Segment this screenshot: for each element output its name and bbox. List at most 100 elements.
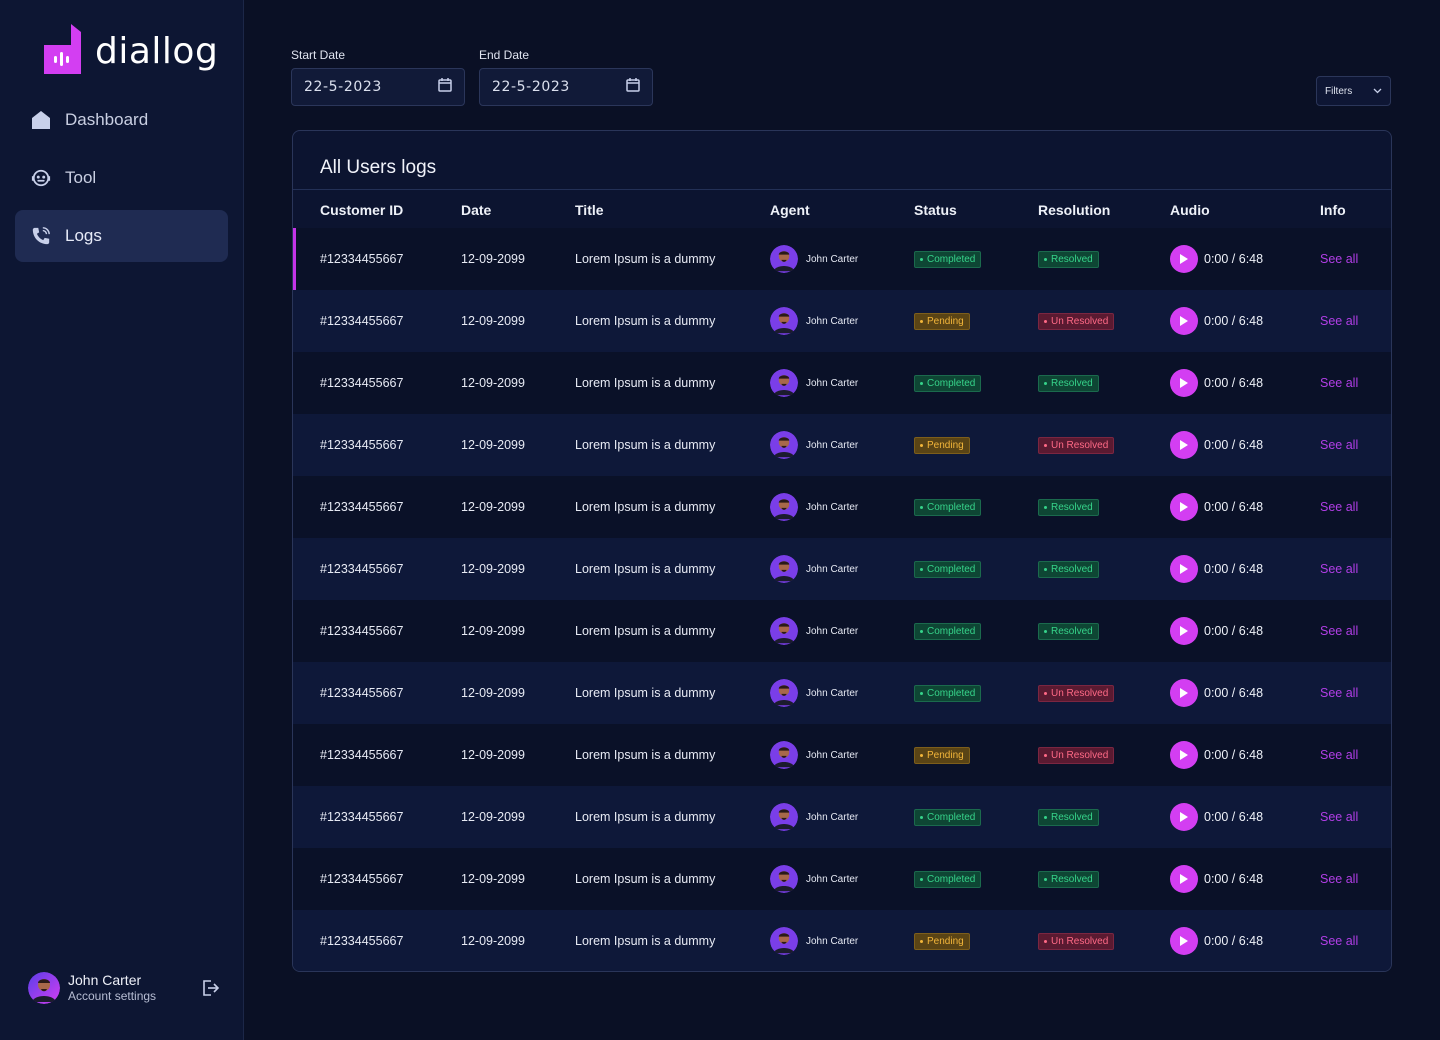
status-badge: Completed: [914, 561, 982, 578]
account-box[interactable]: John Carter Account settings: [28, 972, 220, 1004]
see-all-link[interactable]: See all: [1320, 872, 1359, 886]
customer-id: #12334455667: [320, 562, 404, 576]
table-row[interactable]: #12334455667 12-09-2099 Lorem Ipsum is a…: [293, 352, 1391, 414]
play-button[interactable]: [1170, 431, 1198, 459]
play-icon: [1180, 688, 1188, 698]
resolution-badge: Resolved: [1038, 623, 1099, 640]
log-title: Lorem Ipsum is a dummy: [575, 314, 716, 328]
play-button[interactable]: [1170, 679, 1198, 707]
robot-icon: [31, 168, 51, 188]
customer-id: #12334455667: [320, 500, 404, 514]
agent-name: John Carter: [806, 873, 859, 885]
column-header[interactable]: Audio: [1170, 201, 1210, 218]
table-row[interactable]: #12334455667 12-09-2099 Lorem Ipsum is a…: [293, 228, 1391, 290]
column-header[interactable]: Customer ID: [320, 201, 404, 218]
audio-time: 0:00 / 6:48: [1204, 314, 1264, 328]
audio-time: 0:00 / 6:48: [1204, 810, 1264, 824]
column-header[interactable]: Date: [461, 201, 492, 218]
sidebar-item-dashboard[interactable]: Dashboard: [15, 94, 228, 146]
end-date-input[interactable]: 22-5-2023: [479, 68, 653, 106]
brand-logo[interactable]: diallog: [44, 24, 218, 74]
log-title: Lorem Ipsum is a dummy: [575, 376, 716, 390]
see-all-link[interactable]: See all: [1320, 748, 1359, 762]
avatar: [770, 927, 798, 955]
log-title: Lorem Ipsum is a dummy: [575, 438, 716, 452]
play-button[interactable]: [1170, 865, 1198, 893]
see-all-link[interactable]: See all: [1320, 810, 1359, 824]
see-all-link[interactable]: See all: [1320, 500, 1359, 514]
home-icon: [31, 110, 51, 130]
play-button[interactable]: [1170, 555, 1198, 583]
resolution-badge: Un Resolved: [1038, 313, 1115, 330]
play-button[interactable]: [1170, 617, 1198, 645]
see-all-link[interactable]: See all: [1320, 252, 1359, 266]
agent-cell: John Carter: [770, 617, 858, 645]
play-button[interactable]: [1170, 741, 1198, 769]
see-all-link[interactable]: See all: [1320, 438, 1359, 452]
sidebar-item-logs[interactable]: Logs: [15, 210, 228, 262]
calendar-icon[interactable]: [626, 77, 640, 97]
end-date-group: End Date 22-5-2023: [479, 48, 653, 106]
see-all-link[interactable]: See all: [1320, 314, 1359, 328]
avatar: [770, 803, 798, 831]
table-row[interactable]: #12334455667 12-09-2099 Lorem Ipsum is a…: [293, 414, 1391, 476]
resolution-badge: Un Resolved: [1038, 685, 1115, 702]
play-icon: [1180, 254, 1188, 264]
column-header[interactable]: Status: [914, 201, 957, 218]
sidebar-item-tool[interactable]: Tool: [15, 152, 228, 204]
logo-mark-icon: [44, 24, 81, 74]
audio-player: 0:00 / 6:48: [1170, 245, 1263, 273]
see-all-link[interactable]: See all: [1320, 624, 1359, 638]
filters-dropdown[interactable]: Filters: [1316, 76, 1391, 106]
log-title: Lorem Ipsum is a dummy: [575, 872, 716, 886]
table-row[interactable]: #12334455667 12-09-2099 Lorem Ipsum is a…: [293, 724, 1391, 786]
play-button[interactable]: [1170, 369, 1198, 397]
table-row[interactable]: #12334455667 12-09-2099 Lorem Ipsum is a…: [293, 290, 1391, 352]
play-button[interactable]: [1170, 245, 1198, 273]
table-row[interactable]: #12334455667 12-09-2099 Lorem Ipsum is a…: [293, 600, 1391, 662]
customer-id: #12334455667: [320, 252, 404, 266]
audio-player: 0:00 / 6:48: [1170, 431, 1263, 459]
play-button[interactable]: [1170, 803, 1198, 831]
see-all-link[interactable]: See all: [1320, 376, 1359, 390]
resolution-badge: Un Resolved: [1038, 437, 1115, 454]
play-button[interactable]: [1170, 307, 1198, 335]
status-badge: Completed: [914, 623, 982, 640]
play-icon: [1180, 936, 1188, 946]
see-all-link[interactable]: See all: [1320, 562, 1359, 576]
log-date: 12-09-2099: [461, 748, 525, 762]
end-date-value: 22-5-2023: [492, 79, 570, 95]
audio-player: 0:00 / 6:48: [1170, 493, 1263, 521]
see-all-link[interactable]: See all: [1320, 934, 1359, 948]
table-row[interactable]: #12334455667 12-09-2099 Lorem Ipsum is a…: [293, 910, 1391, 971]
column-header[interactable]: Agent: [770, 201, 810, 218]
account-settings-link[interactable]: Account settings: [68, 989, 157, 1003]
see-all-link[interactable]: See all: [1320, 686, 1359, 700]
audio-player: 0:00 / 6:48: [1170, 865, 1263, 893]
table-row[interactable]: #12334455667 12-09-2099 Lorem Ipsum is a…: [293, 476, 1391, 538]
resolution-badge: Resolved: [1038, 561, 1099, 578]
table-row[interactable]: #12334455667 12-09-2099 Lorem Ipsum is a…: [293, 848, 1391, 910]
customer-id: #12334455667: [320, 810, 404, 824]
agent-cell: John Carter: [770, 679, 858, 707]
play-button[interactable]: [1170, 927, 1198, 955]
column-header[interactable]: Resolution: [1038, 201, 1111, 218]
start-date-input[interactable]: 22-5-2023: [291, 68, 465, 106]
calendar-icon[interactable]: [438, 77, 452, 97]
column-header[interactable]: Title: [575, 201, 604, 218]
resolution-badge: Resolved: [1038, 809, 1099, 826]
status-badge: Completed: [914, 685, 982, 702]
column-header[interactable]: Info: [1320, 201, 1346, 218]
log-date: 12-09-2099: [461, 252, 525, 266]
table-row[interactable]: #12334455667 12-09-2099 Lorem Ipsum is a…: [293, 786, 1391, 848]
table-row[interactable]: #12334455667 12-09-2099 Lorem Ipsum is a…: [293, 662, 1391, 724]
agent-cell: John Carter: [770, 369, 858, 397]
table-row[interactable]: #12334455667 12-09-2099 Lorem Ipsum is a…: [293, 538, 1391, 600]
agent-cell: John Carter: [770, 865, 858, 893]
audio-time: 0:00 / 6:48: [1204, 252, 1264, 266]
customer-id: #12334455667: [320, 686, 404, 700]
play-icon: [1180, 502, 1188, 512]
play-button[interactable]: [1170, 493, 1198, 521]
logout-icon[interactable]: [200, 978, 220, 998]
phone-icon: [31, 226, 51, 246]
